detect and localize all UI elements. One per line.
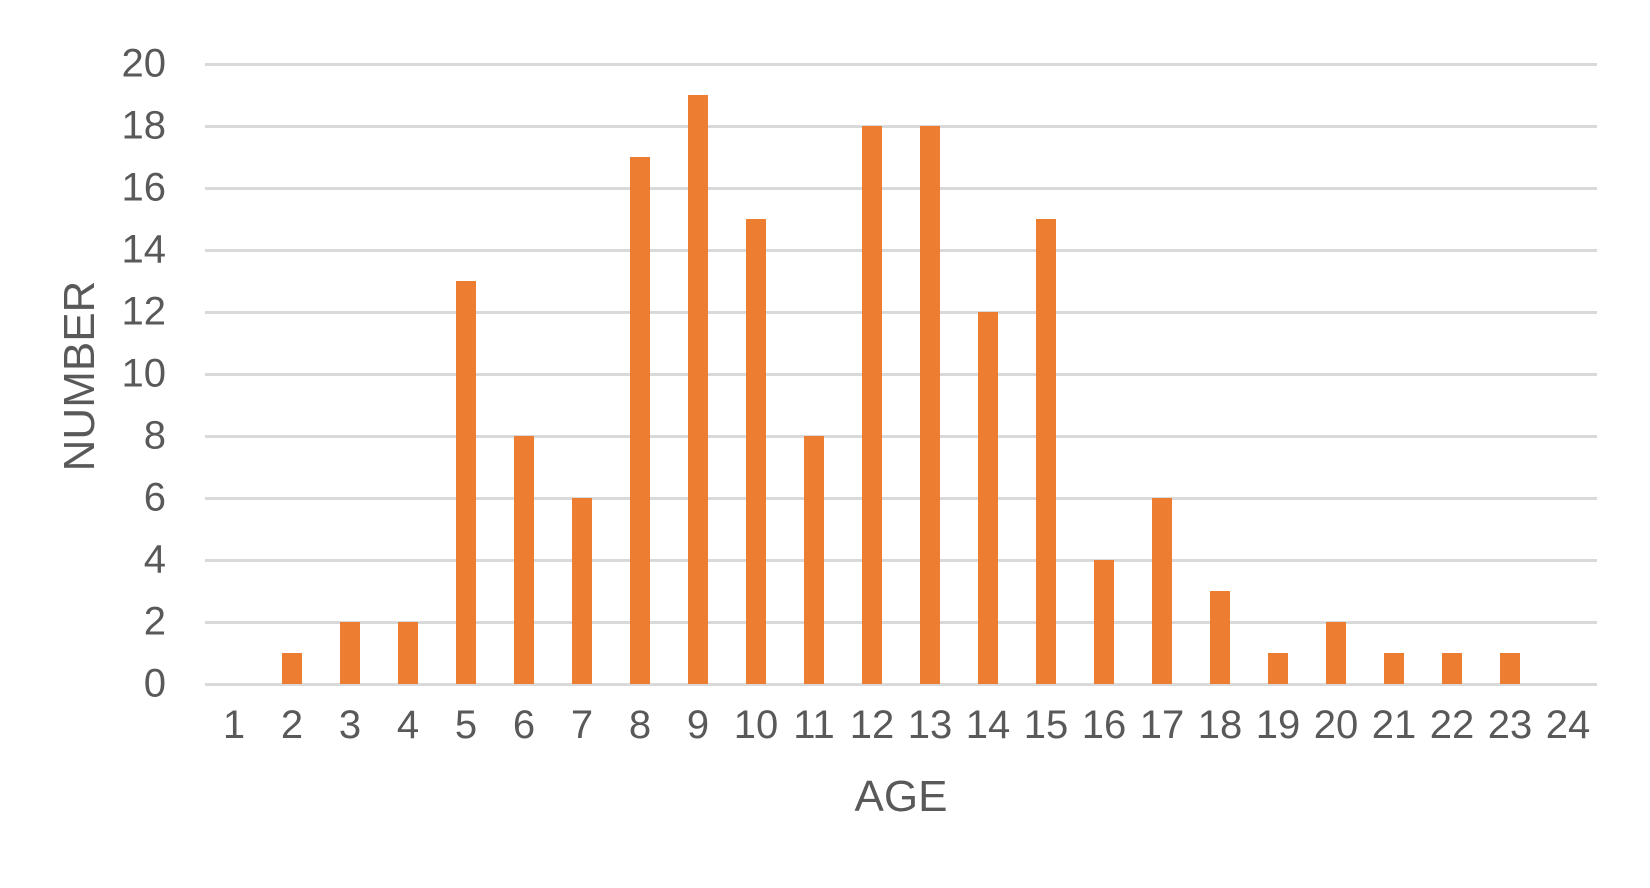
bar-age-18	[1210, 591, 1230, 684]
x-tick-label: 19	[1255, 703, 1301, 747]
bar-age-4	[398, 622, 418, 684]
x-tick-label: 5	[454, 703, 478, 747]
gridline	[205, 62, 1597, 66]
bar-age-10	[746, 219, 766, 684]
bar-age-5	[456, 281, 476, 684]
bar-slot	[1365, 64, 1423, 684]
y-tick-label: 4	[143, 537, 166, 582]
x-tick-label: 18	[1197, 703, 1243, 747]
x-tick-label: 13	[907, 703, 953, 747]
gridline	[205, 682, 1597, 686]
bar-slot	[1075, 64, 1133, 684]
x-tick-label: 15	[1023, 703, 1069, 747]
bar-age-20	[1326, 622, 1346, 684]
bar-slot	[205, 64, 263, 684]
x-tick-label: 2	[280, 703, 304, 747]
gridline	[205, 434, 1597, 438]
bar-slot	[379, 64, 437, 684]
x-tick-label: 21	[1371, 703, 1417, 747]
bar-slot	[1307, 64, 1365, 684]
bar-age-19	[1268, 653, 1288, 684]
bar-age-16	[1094, 560, 1114, 684]
bar-age-23	[1500, 653, 1520, 684]
bar-slot	[1017, 64, 1075, 684]
bar-slot	[1133, 64, 1191, 684]
bar-slot	[727, 64, 785, 684]
bar-slot	[843, 64, 901, 684]
x-tick-label: 17	[1139, 703, 1185, 747]
bar-age-21	[1384, 653, 1404, 684]
x-tick-label: 20	[1313, 703, 1359, 747]
x-tick-label: 11	[793, 703, 835, 747]
bar-age-3	[340, 622, 360, 684]
y-tick-label: 20	[121, 41, 167, 86]
bar-slot	[1423, 64, 1481, 684]
bar-slot	[1481, 64, 1539, 684]
x-tick-label: 9	[686, 703, 710, 747]
bars-container	[205, 64, 1597, 684]
y-tick-label: 12	[121, 289, 167, 334]
x-tick-label: 12	[849, 703, 895, 747]
x-tick-label: 6	[512, 703, 536, 747]
bar-age-7	[572, 498, 592, 684]
bar-slot	[611, 64, 669, 684]
y-tick-label: 14	[121, 227, 167, 272]
bar-slot	[1191, 64, 1249, 684]
bar-age-2	[282, 653, 302, 684]
bar-slot	[785, 64, 843, 684]
gridline	[205, 558, 1597, 562]
bar-age-6	[514, 436, 534, 684]
gridline	[205, 372, 1597, 376]
bar-slot	[553, 64, 611, 684]
y-tick-label: 16	[121, 165, 167, 210]
bar-slot	[669, 64, 727, 684]
y-axis-ticks: 0 2 4 6 8 10 12 14 16 18 20	[0, 42, 167, 706]
bar-age-17	[1152, 498, 1172, 684]
y-tick-label: 10	[121, 351, 167, 396]
bar-age-15	[1036, 219, 1056, 684]
bar-slot	[495, 64, 553, 684]
y-tick-label: 8	[143, 413, 166, 458]
y-tick-label: 2	[143, 599, 166, 644]
y-tick-label: 6	[143, 475, 166, 520]
x-tick-label: 24	[1545, 703, 1591, 747]
x-tick-label: 3	[338, 703, 362, 747]
plot-area	[205, 62, 1597, 686]
x-tick-label: 1	[222, 703, 246, 747]
bar-slot	[437, 64, 495, 684]
bar-slot	[901, 64, 959, 684]
bar-slot	[321, 64, 379, 684]
x-axis-title: AGE	[854, 772, 948, 821]
gridline	[205, 620, 1597, 624]
bar-age-12	[862, 126, 882, 684]
x-tick-label: 10	[733, 703, 779, 747]
gridline	[205, 310, 1597, 314]
bar-age-22	[1442, 653, 1462, 684]
gridline	[205, 186, 1597, 190]
bar-slot	[959, 64, 1017, 684]
gridline	[205, 124, 1597, 128]
x-tick-label: 22	[1429, 703, 1475, 747]
x-tick-label: 8	[628, 703, 652, 747]
y-tick-label: 18	[121, 103, 167, 148]
x-tick-label: 14	[965, 703, 1011, 747]
bar-slot	[1539, 64, 1597, 684]
bar-age-13	[920, 126, 940, 684]
x-tick-label: 4	[396, 703, 420, 747]
bar-age-14	[978, 312, 998, 684]
gridline	[205, 248, 1597, 252]
x-axis-ticks: 1 2 3 4 5 6 7 8 9 10 11 12 13 14 15 16 17 18 19 20 21 22 23 24	[205, 703, 1597, 748]
bar-slot	[1249, 64, 1307, 684]
gridline	[205, 496, 1597, 500]
y-tick-label: 0	[143, 661, 166, 706]
bar-slot	[263, 64, 321, 684]
bar-age-9	[688, 95, 708, 684]
bar-age-11	[804, 436, 824, 684]
x-tick-label: 16	[1081, 703, 1127, 747]
x-tick-label: 7	[570, 703, 594, 747]
x-tick-label: 23	[1487, 703, 1533, 747]
bar-age-8	[630, 157, 650, 684]
